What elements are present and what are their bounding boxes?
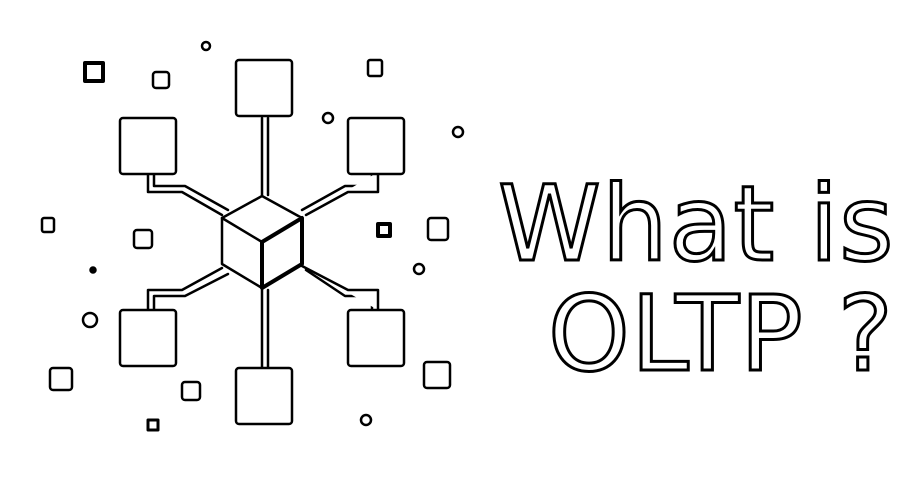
decor-squares bbox=[40, 58, 452, 432]
connector-lines bbox=[146, 116, 380, 370]
decor-circles bbox=[81, 40, 465, 427]
title-line-what-is: What is bbox=[496, 163, 895, 285]
node-bottom bbox=[234, 366, 294, 426]
node-lower-left bbox=[118, 308, 178, 368]
node-top bbox=[234, 58, 294, 118]
node-upper-right bbox=[346, 116, 406, 176]
node-squares bbox=[118, 58, 406, 426]
title-line-oltp: OLTP ? bbox=[547, 273, 895, 395]
node-lower-right bbox=[346, 308, 406, 368]
node-upper-left bbox=[118, 116, 178, 176]
hub-box-icon bbox=[220, 194, 304, 290]
